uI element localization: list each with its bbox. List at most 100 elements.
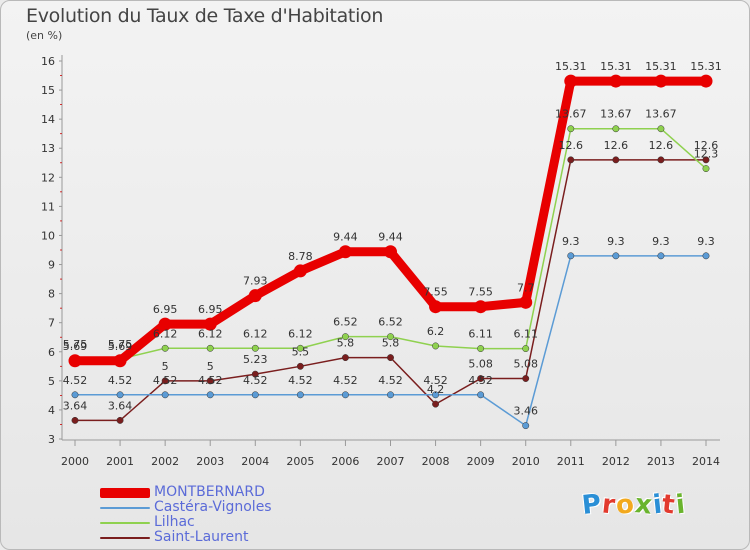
data-label: 5.69 [63, 340, 88, 353]
data-point [338, 245, 352, 259]
proxiti-logo: Proxiti [580, 489, 687, 521]
data-point [384, 245, 397, 259]
data-label: 5 [162, 360, 169, 373]
data-label: 4.52 [198, 374, 223, 387]
y-tick-label: 8 [48, 288, 55, 301]
data-label: 4.52 [108, 374, 133, 387]
data-label: 5.8 [382, 337, 400, 350]
data-label: 7.7 [517, 281, 535, 294]
data-label: 4.52 [468, 374, 493, 387]
data-label: 15.31 [600, 60, 632, 73]
data-point [567, 156, 575, 164]
y-tick-label: 14 [41, 113, 55, 126]
data-point [161, 344, 169, 352]
x-tick-label: 2012 [602, 455, 630, 468]
data-point [474, 300, 488, 314]
legend-label: Lilhac [154, 514, 195, 530]
legend-item: MONTBERNARD [100, 485, 272, 500]
x-tick-label: 2000 [61, 455, 89, 468]
data-point [387, 333, 394, 341]
data-point [251, 344, 259, 352]
data-point [702, 156, 710, 164]
data-point [158, 317, 172, 331]
data-label: 7.93 [243, 275, 268, 288]
data-point [699, 74, 713, 88]
legend-label: Castéra-Vignoles [154, 499, 272, 515]
data-label: 5.08 [468, 358, 493, 371]
data-point [654, 74, 668, 88]
legend-item: Castéra-Vignoles [100, 500, 272, 515]
data-label: 6.12 [198, 327, 223, 340]
x-tick-label: 2007 [377, 455, 405, 468]
legend-swatch [100, 487, 150, 498]
legend-label: MONTBERNARD [154, 484, 265, 500]
data-label: 3.64 [63, 399, 88, 412]
data-label: 4.52 [153, 374, 178, 387]
legend-swatch [100, 506, 150, 509]
data-label: 4.52 [333, 374, 358, 387]
data-label: 6.52 [378, 316, 403, 329]
data-label: 13.67 [645, 108, 677, 121]
data-label: 3.46 [513, 405, 538, 418]
data-point [657, 252, 665, 260]
data-point [71, 416, 79, 424]
data-point [68, 354, 82, 368]
data-label: 5.69 [108, 340, 133, 353]
data-label: 4.52 [288, 374, 313, 387]
chart-legend: MONTBERNARD Castéra-Vignoles Lilhac Saint-L… [100, 485, 272, 545]
data-point [609, 74, 623, 88]
y-tick-label: 3 [48, 433, 55, 446]
data-label: 4.52 [378, 374, 403, 387]
data-point [206, 391, 214, 399]
x-tick-label: 2008 [422, 455, 450, 468]
y-tick-label: 6 [48, 346, 55, 359]
data-point [522, 375, 530, 382]
data-point [432, 400, 440, 408]
x-tick-label: 2002 [151, 455, 179, 468]
data-label: 6.95 [198, 303, 223, 316]
y-tick-label: 4 [48, 404, 55, 417]
data-point [71, 391, 79, 399]
line-chart: 3 4 5 6 7 8 9 10 11 12 13 14 15 16 2000 2001 2002 2003 200… [41, 55, 722, 468]
data-point [161, 377, 169, 385]
data-point [432, 391, 440, 399]
data-label: 6.12 [288, 327, 313, 340]
x-tick-label: 2001 [106, 455, 134, 468]
chart-title: Evolution du Taux de Taxe d'Habitation [26, 5, 384, 27]
x-tick-label: 2010 [512, 455, 540, 468]
data-point [657, 125, 665, 133]
data-point [296, 362, 304, 370]
data-label: 7.55 [423, 286, 448, 299]
data-label: 7.55 [468, 286, 493, 299]
data-point [296, 391, 304, 399]
data-label: 6.11 [513, 328, 538, 341]
data-label: 5.75 [108, 338, 133, 351]
legend-swatch [100, 536, 150, 539]
data-point [612, 156, 620, 164]
data-label: 12.6 [559, 139, 584, 152]
data-label: 6.52 [333, 316, 358, 329]
data-point [293, 264, 307, 278]
data-label: 6.2 [427, 325, 445, 338]
data-label: 5.08 [513, 358, 538, 371]
data-label: 6.12 [243, 327, 268, 340]
y-tick-label: 10 [41, 229, 55, 242]
x-tick-label: 2011 [557, 455, 585, 468]
legend-item: Lilhac [100, 515, 272, 530]
data-point [477, 391, 485, 399]
data-point [387, 354, 394, 362]
data-point [567, 125, 575, 133]
data-point [206, 377, 214, 385]
x-tick-label: 2013 [647, 455, 675, 468]
x-tick-label: 2004 [241, 455, 269, 468]
y-tick-label: 7 [48, 317, 55, 330]
data-point [341, 354, 349, 362]
data-label: 4.2 [427, 383, 445, 396]
data-point [387, 391, 394, 399]
y-tick-label: 12 [41, 171, 55, 184]
data-label: 9.44 [333, 231, 358, 244]
data-label: 9.3 [697, 235, 715, 248]
data-point [113, 354, 127, 368]
data-point [657, 156, 665, 164]
